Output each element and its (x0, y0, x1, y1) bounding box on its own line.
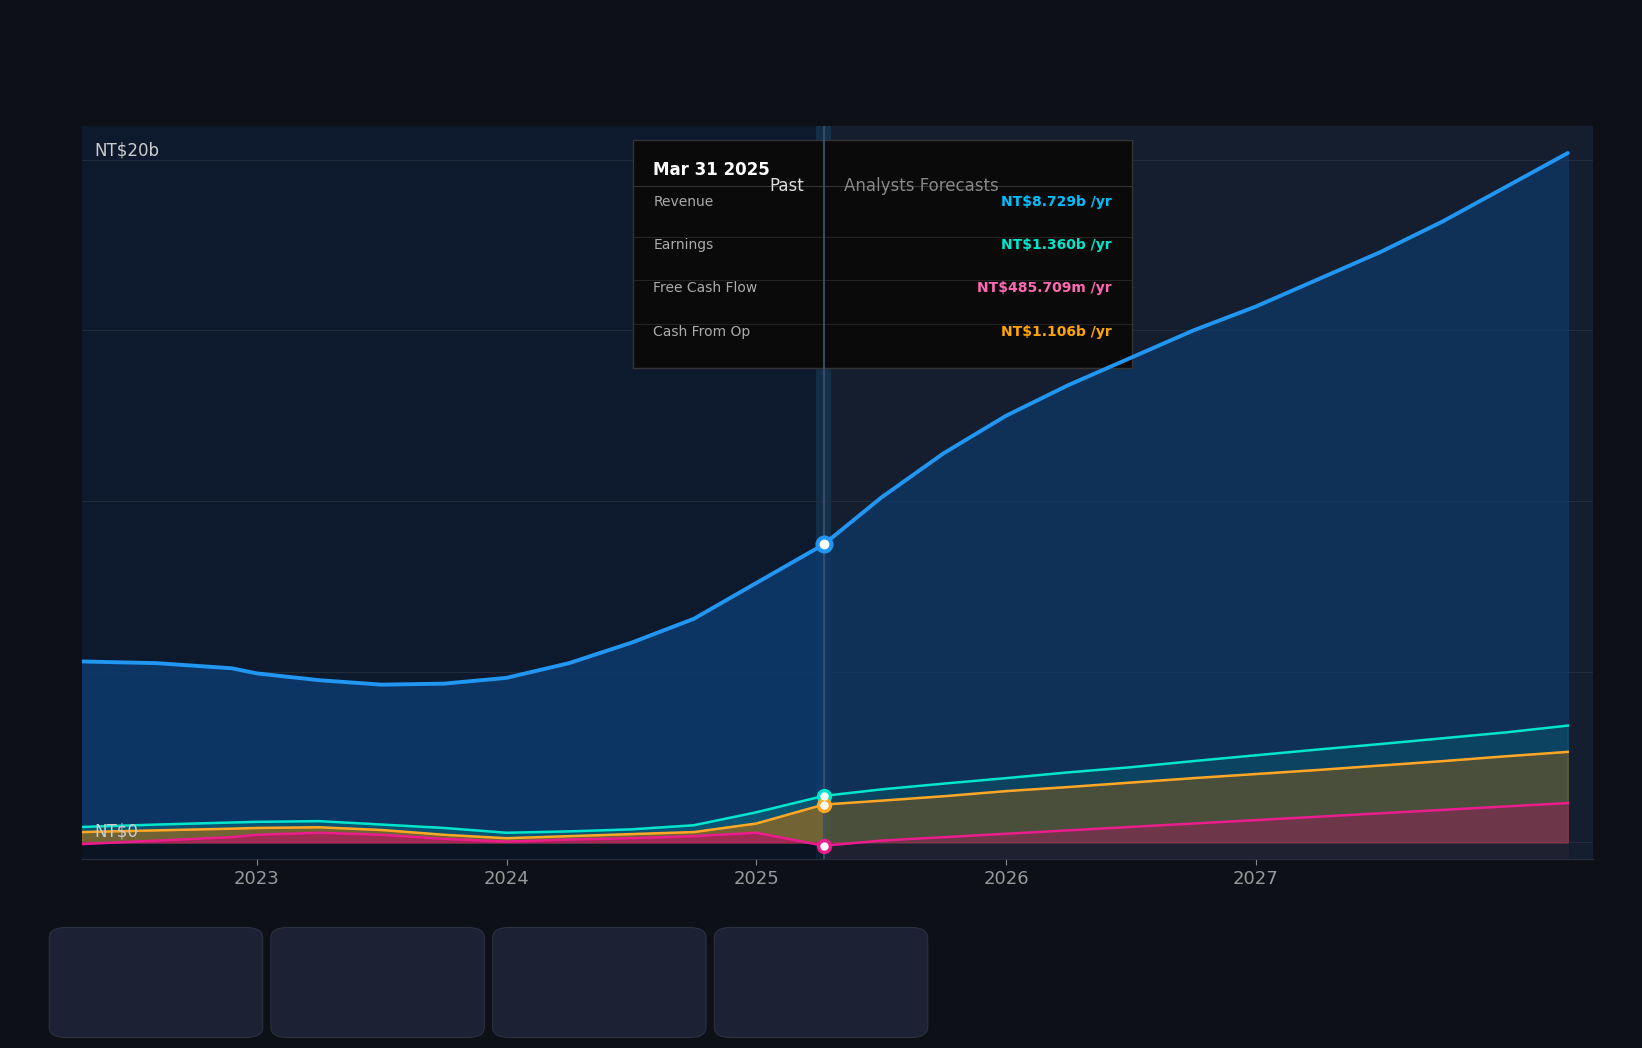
Bar (816, 126, 831, 859)
Text: Past: Past (768, 177, 803, 195)
Text: NT$20b: NT$20b (95, 141, 159, 160)
Text: Cash From Op: Cash From Op (796, 976, 903, 991)
Text: Analysts Forecasts: Analysts Forecasts (844, 177, 998, 195)
Text: Earnings: Earnings (353, 976, 419, 991)
Text: NT$0: NT$0 (95, 823, 138, 840)
Text: Revenue: Revenue (131, 976, 199, 991)
Text: Free Cash Flow: Free Cash Flow (575, 976, 690, 991)
Bar (82, 126, 824, 859)
Bar (824, 126, 1593, 859)
